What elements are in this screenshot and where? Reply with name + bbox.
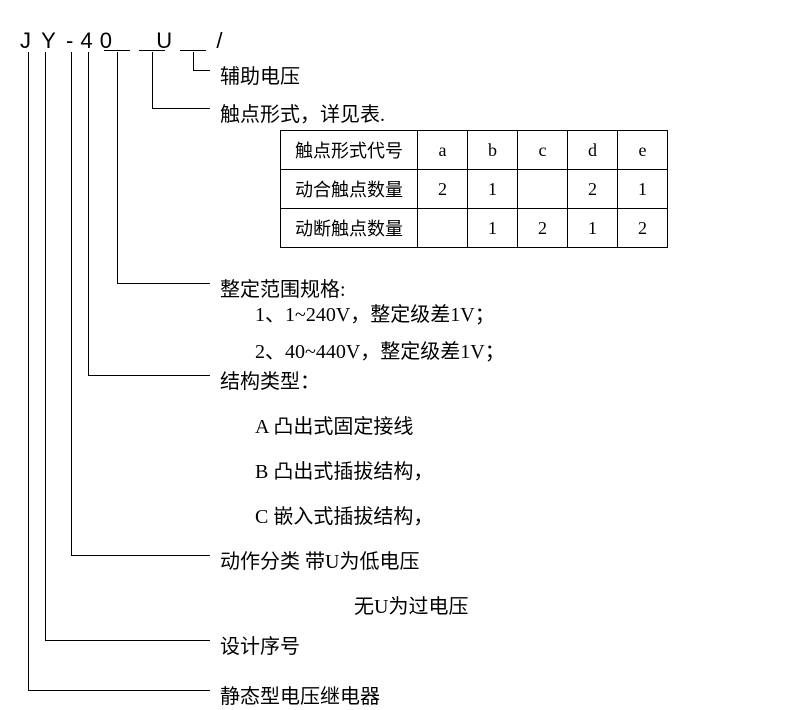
table-cell: 2 [568,170,618,209]
leader-h [45,640,210,641]
table-cell [418,209,468,248]
leader-h [88,375,210,376]
label-action: 动作分类 带U为低电压 [220,545,419,574]
table-cell: 2 [518,209,568,248]
label-structure-a: A 凸出式固定接线 [255,410,413,439]
label-structure: 结构类型： [220,365,320,394]
model-char: Y [41,28,58,54]
model-char: / [216,28,224,54]
table-cell [518,170,568,209]
leader-h [193,70,210,71]
leader-v [117,52,118,283]
leader-v [28,52,29,690]
model-char: J [20,28,33,54]
label-setting-2: 2、40~440V，整定级差1V； [255,335,505,364]
model-char: - [66,28,75,54]
leader-v [152,52,153,108]
contact-table: 触点形式代号 a b c d e 动合触点数量 2 1 2 1 动断触点数量 1… [280,130,668,248]
table-cell: 触点形式代号 [281,131,418,170]
table-cell: 动合触点数量 [281,170,418,209]
label-action-2: 无U为过电压 [354,590,468,619]
table-cell: 1 [468,209,518,248]
label-aux-voltage: 辅助电压 [220,60,300,89]
model-char: 4 [80,28,94,54]
table-cell: d [568,131,618,170]
table-row: 动断触点数量 1 2 1 2 [281,209,668,248]
underline [180,50,206,51]
table-row: 触点形式代号 a b c d e [281,131,668,170]
leader-v [193,52,194,70]
underline [104,50,130,51]
leader-h [117,283,210,284]
leader-h [71,555,210,556]
leader-v [45,52,46,640]
label-setting-1: 1、1~240V，整定级差1V； [255,298,495,327]
leader-v [88,52,89,375]
table-cell: b [468,131,518,170]
leader-h [152,108,210,109]
label-design-no: 设计序号 [220,630,300,659]
table-cell: e [618,131,668,170]
underline [139,50,165,51]
table-cell: 1 [568,209,618,248]
table-cell: 动断触点数量 [281,209,418,248]
table-cell: c [518,131,568,170]
leader-v [71,52,72,555]
leader-h [28,690,210,691]
table-cell: 1 [468,170,518,209]
label-structure-b: B 凸出式插拔结构， [255,455,433,484]
table-cell: 1 [618,170,668,209]
label-structure-c: C 嵌入式插拔结构， [255,500,433,529]
label-contact-form: 触点形式，详见表. [220,98,385,127]
label-relay-type: 静态型电压继电器 [220,680,380,709]
table-row: 动合触点数量 2 1 2 1 [281,170,668,209]
table-cell: 2 [418,170,468,209]
table-cell: a [418,131,468,170]
table-cell: 2 [618,209,668,248]
